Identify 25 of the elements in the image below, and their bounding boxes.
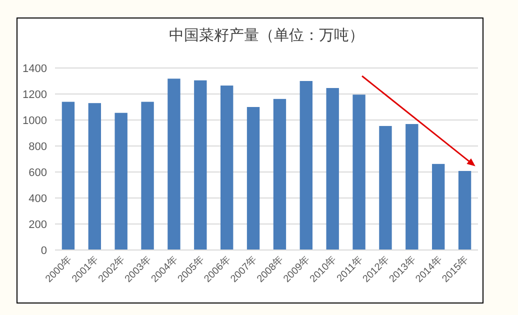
bar [406,124,418,250]
bar [352,94,366,250]
bar [168,78,180,250]
bar [379,126,392,250]
y-tick-label: 400 [28,193,47,205]
bar [220,86,234,250]
y-tick-label: 1200 [22,89,47,101]
y-tick-label: 1400 [22,63,47,75]
y-tick-label: 0 [40,245,47,257]
y-tick-label: 800 [28,141,47,153]
bar [141,102,154,250]
bar [432,164,445,250]
bar [246,107,260,250]
y-tick-label: 1000 [22,115,47,127]
bar [88,103,101,250]
chart-title: 中国菜籽产量（单位：万吨） [169,27,364,44]
bar [114,112,128,250]
bar [326,88,339,250]
bar [194,80,207,250]
bar [458,170,472,250]
bar [273,98,286,250]
bar [62,102,75,250]
y-tick-label: 600 [28,167,47,179]
y-tick-label: 200 [28,219,47,231]
bar [300,81,312,250]
